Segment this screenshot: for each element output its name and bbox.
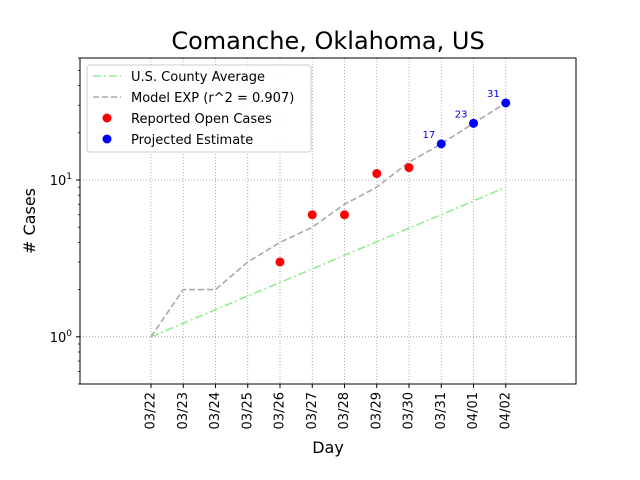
y-tick-label: 101	[50, 172, 72, 189]
legend-label: Model EXP (r^2 = 0.907)	[131, 91, 294, 106]
x-tick-label: 03/24	[208, 392, 223, 429]
chart-title: Comanche, Oklahoma, US	[171, 27, 484, 55]
data-point	[436, 139, 446, 149]
x-tick-label: 03/29	[369, 392, 384, 429]
legend-swatch	[102, 134, 112, 144]
plot-frame	[79, 57, 577, 385]
legend-swatch	[102, 113, 112, 123]
x-tick-label: 03/26	[273, 392, 288, 429]
x-tick-label: 04/01	[466, 392, 481, 429]
data-point	[501, 98, 511, 108]
legend: U.S. County Average Model EXP (r^2 = 0.90…	[86, 64, 312, 153]
x-tick-label: 03/22	[144, 392, 159, 429]
x-tick-label: 04/02	[498, 392, 513, 429]
x-tick-label: 03/23	[176, 392, 191, 429]
y-axis: 100 101	[50, 57, 80, 385]
data-label: 17	[423, 130, 436, 141]
data-point	[307, 210, 317, 220]
x-tick-label: 03/27	[305, 392, 320, 429]
data-point	[469, 118, 478, 128]
data-point	[404, 163, 414, 173]
series-line-0	[150, 186, 507, 338]
x-axis-label: Day	[312, 438, 344, 457]
data-label: 23	[455, 109, 468, 120]
data-point	[372, 169, 382, 179]
data-point	[275, 257, 285, 267]
legend-label: Reported Open Cases	[131, 112, 272, 127]
legend-box	[86, 64, 312, 153]
data-label: 31	[487, 89, 500, 100]
x-tick-label: 03/31	[434, 392, 449, 429]
legend-label: Projected Estimate	[131, 133, 253, 148]
x-tick-label: 03/30	[402, 392, 417, 429]
x-axis: 03/22 03/23 03/24 03/25 03/26 03/27 03/28 03/29…	[144, 384, 513, 429]
x-tick-label: 03/28	[337, 392, 352, 429]
series-layer: 17 23 31	[150, 89, 511, 338]
y-axis-label: # Cases	[20, 188, 39, 254]
x-tick-label: 03/25	[240, 392, 255, 429]
data-point	[340, 210, 349, 220]
y-tick-label: 100	[50, 329, 73, 346]
series-line-1	[150, 102, 507, 338]
legend-label: U.S. County Average	[131, 70, 265, 85]
